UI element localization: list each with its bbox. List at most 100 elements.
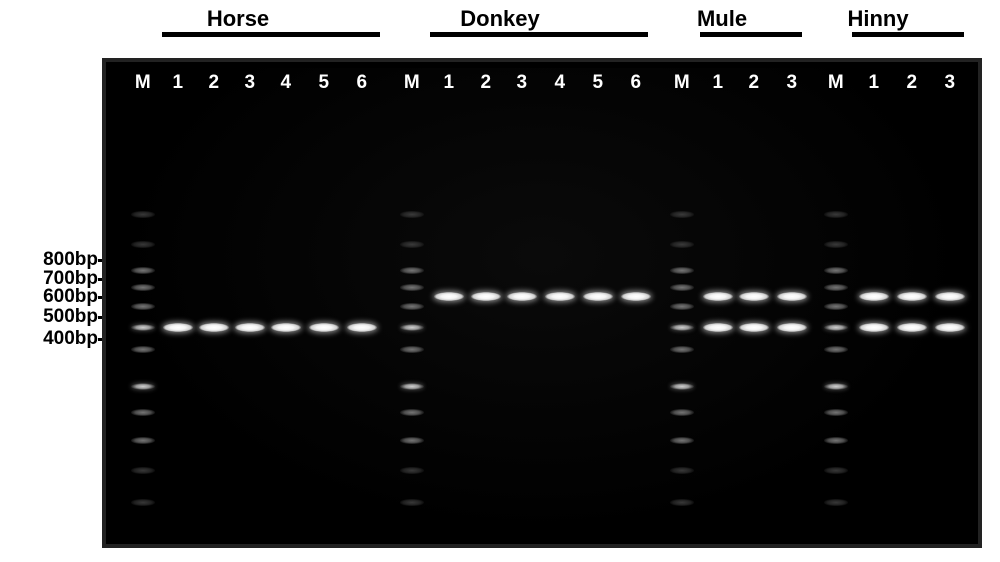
lane-label: 1 (164, 72, 192, 94)
gel-band (670, 324, 694, 331)
gel-band (400, 467, 424, 474)
gel-band (897, 292, 927, 301)
bp-scale-label: 500bp (0, 306, 98, 328)
gel-band (859, 292, 889, 301)
gel-band (507, 292, 537, 301)
gel-band (400, 324, 424, 331)
gel-band (131, 499, 155, 506)
gel-band (824, 241, 848, 248)
gel-band (131, 267, 155, 274)
lane-label: 2 (200, 72, 228, 94)
gel-band (670, 284, 694, 291)
gel-band (131, 409, 155, 416)
gel-band (670, 211, 694, 218)
gel-band (670, 303, 694, 310)
gel-band (824, 303, 848, 310)
gel-band (670, 437, 694, 444)
gel-band (271, 323, 301, 332)
gel-band (583, 292, 613, 301)
gel-band (131, 241, 155, 248)
group-bar (700, 32, 802, 37)
gel-band (670, 467, 694, 474)
lane-label: 1 (860, 72, 888, 94)
gel-band (131, 346, 155, 353)
gel-band (897, 323, 927, 332)
lane-label: M (398, 72, 426, 94)
lane-label: 1 (704, 72, 732, 94)
figure-root: HorseDonkeyMuleHinny 800bp700bp600bp500b… (0, 0, 1000, 562)
gel-band (859, 323, 889, 332)
gel-band (400, 303, 424, 310)
gel-band (777, 292, 807, 301)
gel-band (670, 383, 694, 390)
gel-band (824, 267, 848, 274)
lane-label: 4 (546, 72, 574, 94)
gel-band (670, 499, 694, 506)
gel-band (824, 284, 848, 291)
gel-band (400, 409, 424, 416)
lane-label: 4 (272, 72, 300, 94)
gel-band (235, 323, 265, 332)
gel-band (777, 323, 807, 332)
lane-label: 3 (508, 72, 536, 94)
gel-band (163, 323, 193, 332)
gel-band (670, 267, 694, 274)
gel-band (309, 323, 339, 332)
bp-scale-label: 400bp (0, 328, 98, 350)
gel-band (400, 346, 424, 353)
gel-box: M123456M123456M123M123 (102, 58, 982, 548)
lane-label: M (668, 72, 696, 94)
gel-band (703, 323, 733, 332)
gel-band (131, 437, 155, 444)
gel-band (935, 292, 965, 301)
gel-band (199, 323, 229, 332)
gel-band (400, 241, 424, 248)
gel-band (400, 284, 424, 291)
gel-band (739, 292, 769, 301)
lane-label: M (822, 72, 850, 94)
lane-label: 6 (622, 72, 650, 94)
gel-band (131, 467, 155, 474)
group-label: Donkey (440, 6, 560, 32)
lane-label: 6 (348, 72, 376, 94)
gel-band (824, 346, 848, 353)
gel-band (400, 499, 424, 506)
gel-band (400, 437, 424, 444)
gel-band (739, 323, 769, 332)
group-bar (430, 32, 648, 37)
gel-band (824, 437, 848, 444)
bp-scale-label: 600bp (0, 286, 98, 308)
gel-band (131, 284, 155, 291)
gel-band (670, 346, 694, 353)
lane-label: 2 (740, 72, 768, 94)
lane-label: 2 (898, 72, 926, 94)
gel-band (400, 211, 424, 218)
gel-band (824, 409, 848, 416)
group-label: Horse (178, 6, 298, 32)
gel-band (824, 499, 848, 506)
lane-label: 5 (584, 72, 612, 94)
gel-band (824, 383, 848, 390)
lane-label: 1 (435, 72, 463, 94)
gel-band (347, 323, 377, 332)
lane-label: M (129, 72, 157, 94)
gel-band (131, 211, 155, 218)
lane-label: 3 (936, 72, 964, 94)
group-label: Mule (662, 6, 782, 32)
lane-label: 2 (472, 72, 500, 94)
gel-band (703, 292, 733, 301)
gel-band (621, 292, 651, 301)
gel-band (131, 324, 155, 331)
gel-band (824, 467, 848, 474)
group-label: Hinny (818, 6, 938, 32)
gel-band (935, 323, 965, 332)
gel-band (670, 241, 694, 248)
gel-band (471, 292, 501, 301)
lane-label: 3 (778, 72, 806, 94)
gel-band (434, 292, 464, 301)
gel-band (131, 383, 155, 390)
gel-band (400, 267, 424, 274)
gel-band (545, 292, 575, 301)
gel-band (131, 303, 155, 310)
group-bar (852, 32, 964, 37)
